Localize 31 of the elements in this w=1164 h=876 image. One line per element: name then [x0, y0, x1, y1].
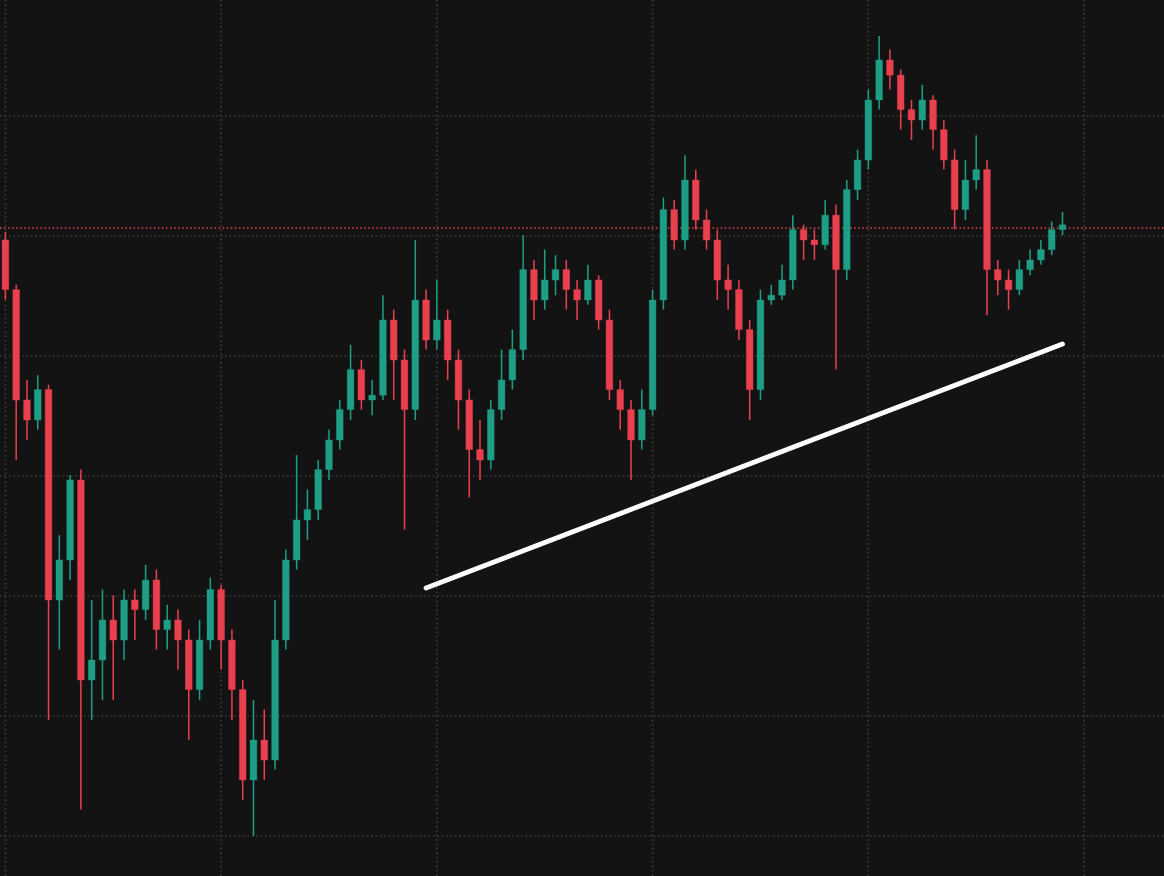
candlestick [433, 279, 441, 351]
candlestick [541, 248, 549, 311]
candlestick [260, 708, 268, 781]
candlestick [23, 379, 31, 441]
candlestick [994, 259, 1002, 296]
candlestick [303, 488, 311, 541]
candlestick [616, 379, 624, 431]
candlestick [907, 99, 916, 141]
candlestick [778, 264, 786, 301]
candlestick [573, 279, 581, 321]
candlestick [972, 134, 980, 191]
candlestick [163, 604, 171, 651]
candlestick [1015, 259, 1023, 296]
candlestick [1058, 211, 1067, 236]
candlestick [1037, 239, 1045, 266]
candlestick [562, 259, 570, 311]
candlestick [368, 379, 376, 416]
candlestick [1026, 248, 1034, 276]
candlestick [174, 608, 182, 671]
candlestick [886, 48, 894, 91]
candlestick [476, 419, 484, 481]
candlestick [88, 599, 96, 721]
candlestick [1005, 268, 1013, 311]
candlestick [918, 84, 926, 131]
candlestick [131, 588, 139, 641]
candlestick [109, 594, 117, 701]
candlestick [551, 254, 560, 296]
candlestick [767, 284, 775, 306]
candlestick [584, 264, 592, 306]
candlestick [1048, 220, 1056, 256]
candlestick [724, 264, 732, 311]
